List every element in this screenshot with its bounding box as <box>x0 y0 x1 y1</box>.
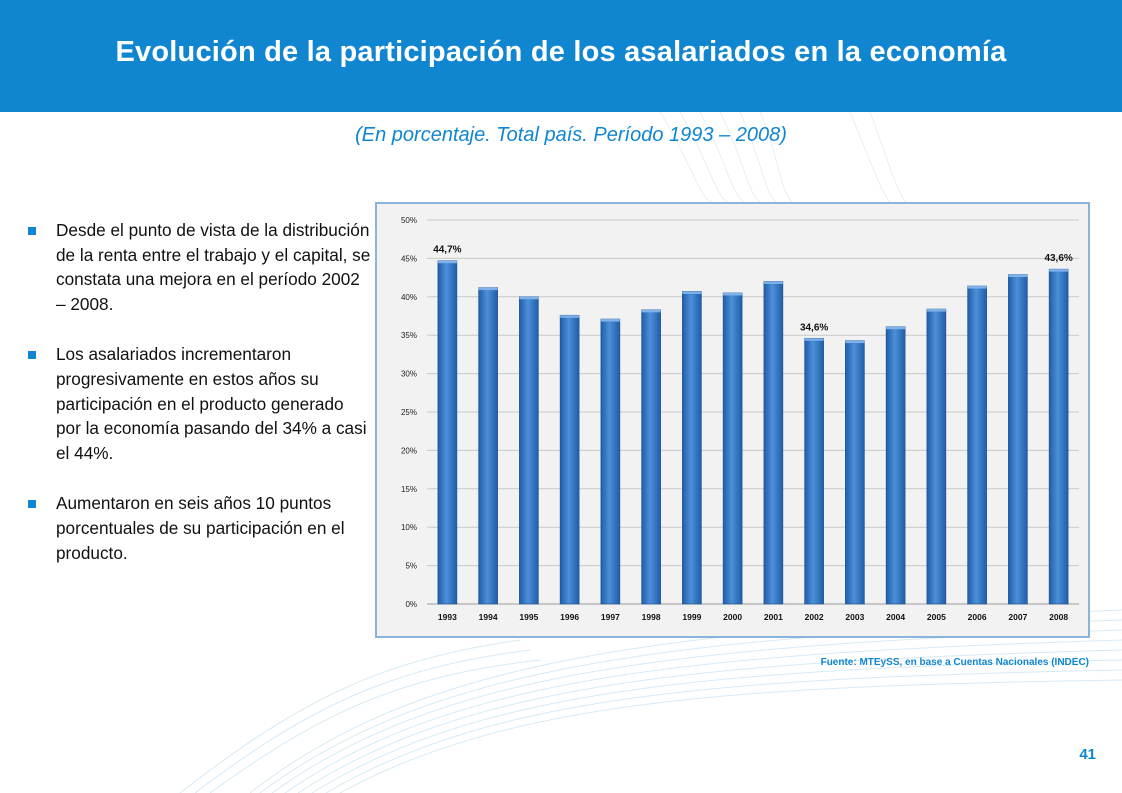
x-tick-label: 2006 <box>968 612 987 622</box>
source-note: Fuente: MTEySS, en base a Cuentas Nacion… <box>820 657 1089 668</box>
bar-2001 <box>763 281 784 605</box>
bullet-square-icon <box>28 227 36 235</box>
bar-2002 <box>804 337 824 605</box>
x-tick-label: 1998 <box>642 612 661 622</box>
bar-1994 <box>478 287 498 605</box>
bar-2008 <box>1048 268 1069 605</box>
bar-top-highlight <box>845 340 865 344</box>
y-tick-label: 20% <box>401 446 417 455</box>
bar-top-highlight <box>600 319 620 322</box>
bar-2004 <box>885 326 906 605</box>
y-tick-label: 45% <box>401 254 417 263</box>
chart-subtitle: (En porcentaje. Total país. Período 1993… <box>355 124 787 146</box>
bar-top-highlight <box>926 309 946 312</box>
bullet-text: Los asalariados incrementaron progresiva… <box>56 344 367 463</box>
bullet-item: Desde el punto de vista de la distribuci… <box>26 218 371 316</box>
x-tick-label: 1997 <box>601 612 620 622</box>
y-tick-label: 35% <box>401 331 417 340</box>
y-tick-label: 15% <box>401 485 417 494</box>
y-tick-label: 10% <box>401 523 417 532</box>
page-title: Evolución de la participación de los asa… <box>115 36 1007 68</box>
bar-top-highlight <box>519 296 539 300</box>
y-tick-label: 0% <box>405 600 417 609</box>
x-tick-label: 2002 <box>805 612 824 622</box>
bar-2007 <box>1008 274 1028 605</box>
bullet-square-icon <box>28 351 36 360</box>
x-tick-label: 1999 <box>682 612 701 622</box>
x-tick-label: 2004 <box>886 612 905 622</box>
bullet-text: Desde el punto de vista de la distribuci… <box>56 220 371 314</box>
bar-2000 <box>722 292 743 605</box>
x-tick-label: 2001 <box>764 612 783 622</box>
x-tick-label: 2003 <box>845 612 864 622</box>
y-tick-label: 5% <box>405 562 417 571</box>
bar-top-highlight <box>763 281 783 284</box>
bar-top-highlight <box>682 291 702 294</box>
bullet-text: Aumentaron en seis años 10 puntos porcen… <box>56 493 345 563</box>
x-tick-label: 1996 <box>560 612 579 622</box>
bar-top-highlight <box>723 292 743 296</box>
bar-top-highlight <box>804 338 824 341</box>
page-number: 41 <box>1079 746 1096 763</box>
bar-1993 <box>437 260 458 605</box>
x-tick-label: 1993 <box>438 612 457 622</box>
bullet-item: Los asalariados incrementaron progresiva… <box>26 342 371 465</box>
bar-1996 <box>559 314 580 605</box>
x-tick-label: 2008 <box>1049 612 1068 622</box>
data-label: 34,6% <box>800 322 828 333</box>
bar-top-highlight <box>560 315 580 318</box>
x-tick-label: 2007 <box>1008 612 1027 622</box>
bullet-square-icon <box>28 500 36 509</box>
y-tick-label: 30% <box>401 370 417 379</box>
bar-2006 <box>967 285 987 605</box>
bullet-list: Desde el punto de vista de la distribuci… <box>26 218 371 591</box>
bar-chart: 0% 5% 10% 15% 20% 25% 30% 35% 40% 45% 50% 1993 1994 1… <box>401 216 1079 622</box>
chart-frame: 0% 5% 10% 15% 20% 25% 30% 35% 40% 45% 50% 1993 1994 1… <box>375 202 1090 638</box>
bar-top-highlight <box>437 260 457 264</box>
x-tick-label: 1995 <box>519 612 538 622</box>
y-tick-label: 50% <box>401 216 417 225</box>
bar-top-highlight <box>967 286 987 289</box>
bar-1998 <box>641 309 661 605</box>
bar-top-highlight <box>1008 274 1028 278</box>
bullet-item: Aumentaron en seis años 10 puntos porcen… <box>26 491 371 565</box>
bar-top-highlight <box>478 287 498 291</box>
x-tick-label: 1994 <box>479 612 498 622</box>
bar-top-highlight <box>1049 269 1069 272</box>
bar-1999 <box>682 291 702 605</box>
x-tick-label: 2005 <box>927 612 946 622</box>
bar-top-highlight <box>641 309 661 313</box>
x-tick-label: 2000 <box>723 612 742 622</box>
bar-1995 <box>519 296 539 605</box>
data-label: 43,6% <box>1044 253 1072 264</box>
y-tick-label: 25% <box>401 408 417 417</box>
bar-top-highlight <box>886 326 906 330</box>
y-tick-label: 40% <box>401 293 417 302</box>
bar-2003 <box>845 340 865 605</box>
header-bar: Evolución de la participación de los asa… <box>0 0 1122 112</box>
data-label: 44,7% <box>433 245 461 256</box>
bar-2005 <box>926 308 947 605</box>
bar-1997 <box>600 318 621 605</box>
